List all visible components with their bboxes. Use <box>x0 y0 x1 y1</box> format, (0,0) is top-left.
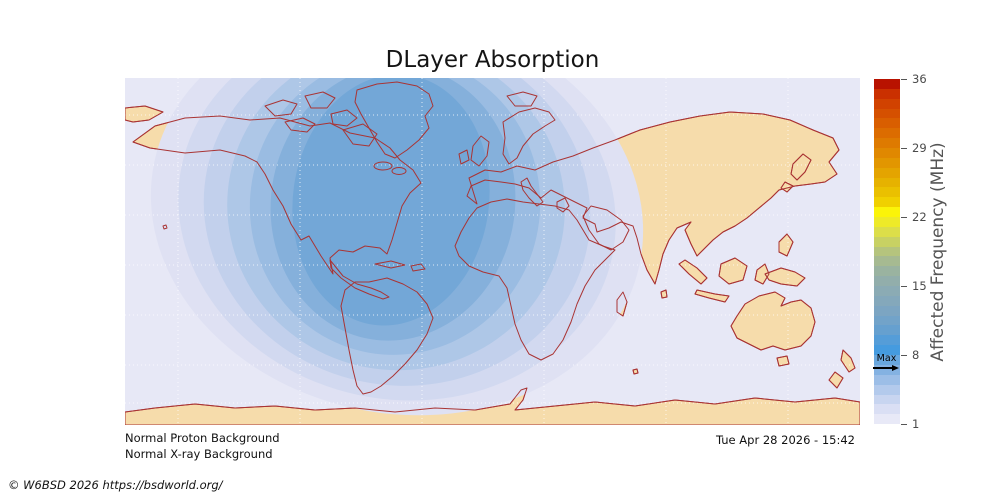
tick-label: 36 <box>912 72 927 86</box>
background-status: Normal Proton Background Normal X-ray Ba… <box>125 430 280 462</box>
colorbar-segment <box>874 325 900 336</box>
great-lake <box>391 167 407 175</box>
colorbar-segment <box>874 266 900 277</box>
colorbar-segment <box>874 276 900 287</box>
xray-status: Normal X-ray Background <box>125 447 273 461</box>
colorbar-axis-label: Affected Frequency (MHz) <box>928 142 948 362</box>
colorbar-tick: 22 <box>901 210 927 224</box>
colorbar-segment <box>874 374 900 385</box>
max-arrow-icon <box>872 365 901 371</box>
colorbar-segment <box>874 197 900 208</box>
colorbar-segment <box>874 98 900 109</box>
colorbar-segment <box>874 384 900 395</box>
colorbar-segment <box>874 226 900 237</box>
colorbar-segment <box>874 355 900 365</box>
page-title: DLayer Absorption <box>385 47 600 73</box>
colorbar-segment <box>874 295 900 306</box>
tick-dash <box>901 423 907 425</box>
proton-status: Normal Proton Background <box>125 431 280 445</box>
colorbar-segment <box>874 118 900 129</box>
colorbar-segment <box>874 88 900 99</box>
colorbar-segment <box>874 246 900 257</box>
world-map <box>125 78 860 425</box>
colorbar-segment <box>874 167 900 178</box>
max-label: Max <box>876 353 897 364</box>
colorbar-segment <box>874 256 900 267</box>
world-map-svg <box>125 78 860 425</box>
tick-dash <box>901 285 907 287</box>
tick-dash <box>901 147 907 149</box>
tick-dash <box>901 354 907 356</box>
colorbar-tick: 1 <box>901 417 919 431</box>
colorbar-segment <box>874 364 900 375</box>
colorbar-segment <box>874 187 900 198</box>
tick-label: 29 <box>912 141 927 155</box>
tick-dash <box>901 78 907 80</box>
colorbar-segment <box>874 335 900 346</box>
colorbar-segment <box>874 157 900 168</box>
great-lake <box>373 161 393 171</box>
colorbar-tick: 8 <box>901 348 919 362</box>
tick-dash <box>901 216 907 218</box>
colorbar-segment <box>874 217 900 227</box>
colorbar-segment <box>874 236 900 247</box>
colorbar-segment <box>874 128 900 139</box>
colorbar-tick: 29 <box>901 141 927 155</box>
colorbar-segment <box>874 177 900 188</box>
colorbar-tick: 36 <box>901 72 927 86</box>
colorbar-ticks: 36 29 22 15 8 1 <box>901 72 961 431</box>
great-lakes-outline <box>373 161 407 175</box>
timestamp: Tue Apr 28 2026 - 15:42 <box>715 433 855 447</box>
colorbar-segment <box>874 138 900 149</box>
tick-label: 8 <box>912 348 920 362</box>
colorbar-tick: 15 <box>901 279 927 293</box>
colorbar-segment <box>874 404 900 415</box>
colorbar-segment <box>874 315 900 326</box>
colorbar-segment <box>874 345 900 356</box>
colorbar-segment <box>874 79 900 89</box>
colorbar-segment <box>874 108 900 119</box>
colorbar-max-marker: Max <box>872 354 901 371</box>
colorbar-segment <box>874 148 900 158</box>
tick-label: 22 <box>912 210 927 224</box>
colorbar-segment <box>874 207 900 218</box>
absorption-ring-7 <box>292 78 490 326</box>
colorbar-segment <box>874 394 900 405</box>
colorbar-segment <box>874 305 900 316</box>
colorbar-segment <box>874 414 900 425</box>
tick-label: 1 <box>912 417 920 431</box>
colorbar-segment <box>874 286 900 296</box>
tick-label: 15 <box>912 279 927 293</box>
credit-line: © W6BSD 2026 https://bsdworld.org/ <box>8 478 223 492</box>
colorbar-gradient <box>874 79 900 425</box>
